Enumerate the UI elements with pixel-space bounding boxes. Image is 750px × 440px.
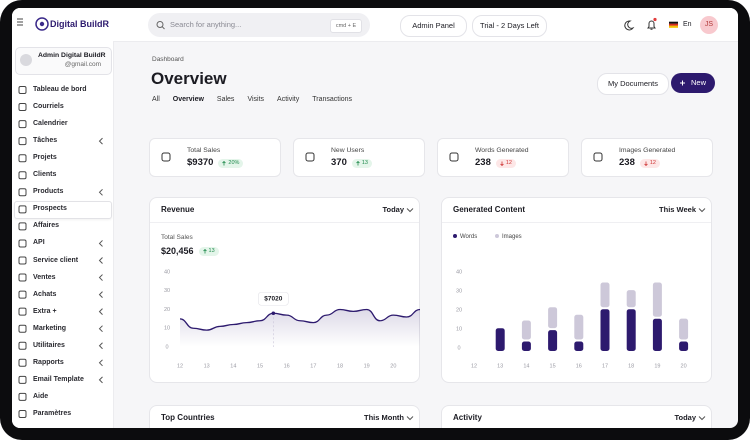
menu-item[interactable]: Service client [33,256,79,264]
card [149,197,420,383]
stat-label: Words Generated [475,147,529,154]
screen: Digital BuildR Search for anything... cmd … [12,8,738,428]
change-badge: 13 [198,246,219,256]
metric-label: Total Sales [161,234,193,241]
tab[interactable]: Activity [277,96,300,103]
stat-value-row: 370 13 [331,157,372,169]
tabs: All Overview Sales Visits Activity Transactio… [152,94,352,106]
menu-item[interactable]: Extra + [33,307,57,315]
menu-item[interactable]: Paramètres [33,409,72,417]
stat-card [149,138,281,177]
stat-value-row: 238 12 [475,157,516,169]
avatar-initials: JS [704,21,714,28]
menu-item[interactable]: Calendrier [33,120,68,128]
menu-item[interactable]: Marketing [33,324,67,332]
page-title: Overview [151,69,227,88]
tab[interactable]: All [152,96,160,103]
card-title: Activity [453,413,482,422]
tab[interactable]: Visits [247,96,265,103]
card-title: Top Countries [161,413,215,422]
change-badge: 20% [218,158,244,168]
change-badge: 12 [639,158,660,168]
stat-label: Images Generated [619,147,676,154]
stat-label: Total Sales [187,147,221,154]
change-badge: 12 [495,158,516,168]
menu-item[interactable]: API [33,239,45,247]
change-value: 13 [208,247,215,254]
period-select[interactable]: Today [382,205,404,214]
stat-value: 238 [619,157,635,168]
menu-item[interactable]: Rapports [33,358,64,366]
trend-arrow [202,248,207,253]
metric-row: $20,456 13 [161,245,219,257]
stat-card [437,138,569,177]
language: En [683,21,692,28]
card [441,405,712,428]
stat-value-row: $9370 20% [187,157,244,169]
logo: Digital BuildR [50,19,109,29]
menu-item[interactable]: Courriels [33,103,64,111]
card-title: Revenue [161,205,195,214]
trend-arrow [356,160,360,165]
my-documents-button[interactable]: My Documents [597,73,669,95]
tab[interactable]: Overview [172,96,204,103]
menu-item[interactable]: Prospects [33,205,67,213]
change-badge: 13 [351,158,372,168]
change-value: 20% [228,159,240,166]
user-name: Admin Digital BuildR [38,52,106,59]
menu-item[interactable]: Affaires [33,222,60,230]
stat-value: 370 [331,157,347,168]
divider [442,222,711,223]
menu-item[interactable]: Email Template [33,375,84,383]
trend-arrow [222,160,227,165]
period-select[interactable]: This Month [364,413,404,422]
stat-card [581,138,713,177]
stat-value: 238 [475,157,491,168]
active-item-bg [14,201,112,220]
breadcrumb: Dashboard [152,56,184,63]
menu-item[interactable]: Projets [33,154,57,162]
trend-arrow [644,161,648,166]
menu-item[interactable]: Ventes [33,273,56,281]
menu-item[interactable]: Clients [33,171,57,179]
period-select[interactable]: Today [674,413,696,422]
card-title: Generated Content [453,205,526,214]
change-value: 12 [649,159,656,166]
stat-value-row: 238 12 [619,157,660,169]
stat-card [293,138,425,177]
menu-item[interactable]: Aide [33,392,49,400]
metric-value: $20,456 [161,246,194,256]
shortcut-badge: cmd + E [330,19,362,33]
tab[interactable]: Sales [216,96,235,103]
menu-item[interactable]: Tâches [33,137,58,145]
header-button[interactable]: Trial - 2 Days Left [472,15,547,37]
card [441,197,712,383]
trend-arrow [500,161,504,166]
search-placeholder: Search for anything... [170,20,242,29]
tab[interactable]: Transactions [312,96,353,103]
menu-item[interactable]: Products [33,188,64,196]
menu-item[interactable]: Tableau de bord [33,86,87,93]
period-select[interactable]: This Week [659,205,696,214]
new-button[interactable]: New [671,73,715,93]
stat-value: $9370 [187,157,214,168]
change-value: 12 [505,159,512,166]
change-value: 13 [361,159,368,166]
menu-item[interactable]: Achats [33,290,57,298]
header-button[interactable]: Admin Panel [400,15,467,37]
menu-item[interactable]: Utilitaires [33,341,65,349]
sidebar [12,41,114,428]
stat-label: New Users [331,147,365,154]
divider [150,222,419,223]
user-email: @gmail.com [64,61,101,68]
top-bar [12,8,738,42]
card [149,405,420,428]
